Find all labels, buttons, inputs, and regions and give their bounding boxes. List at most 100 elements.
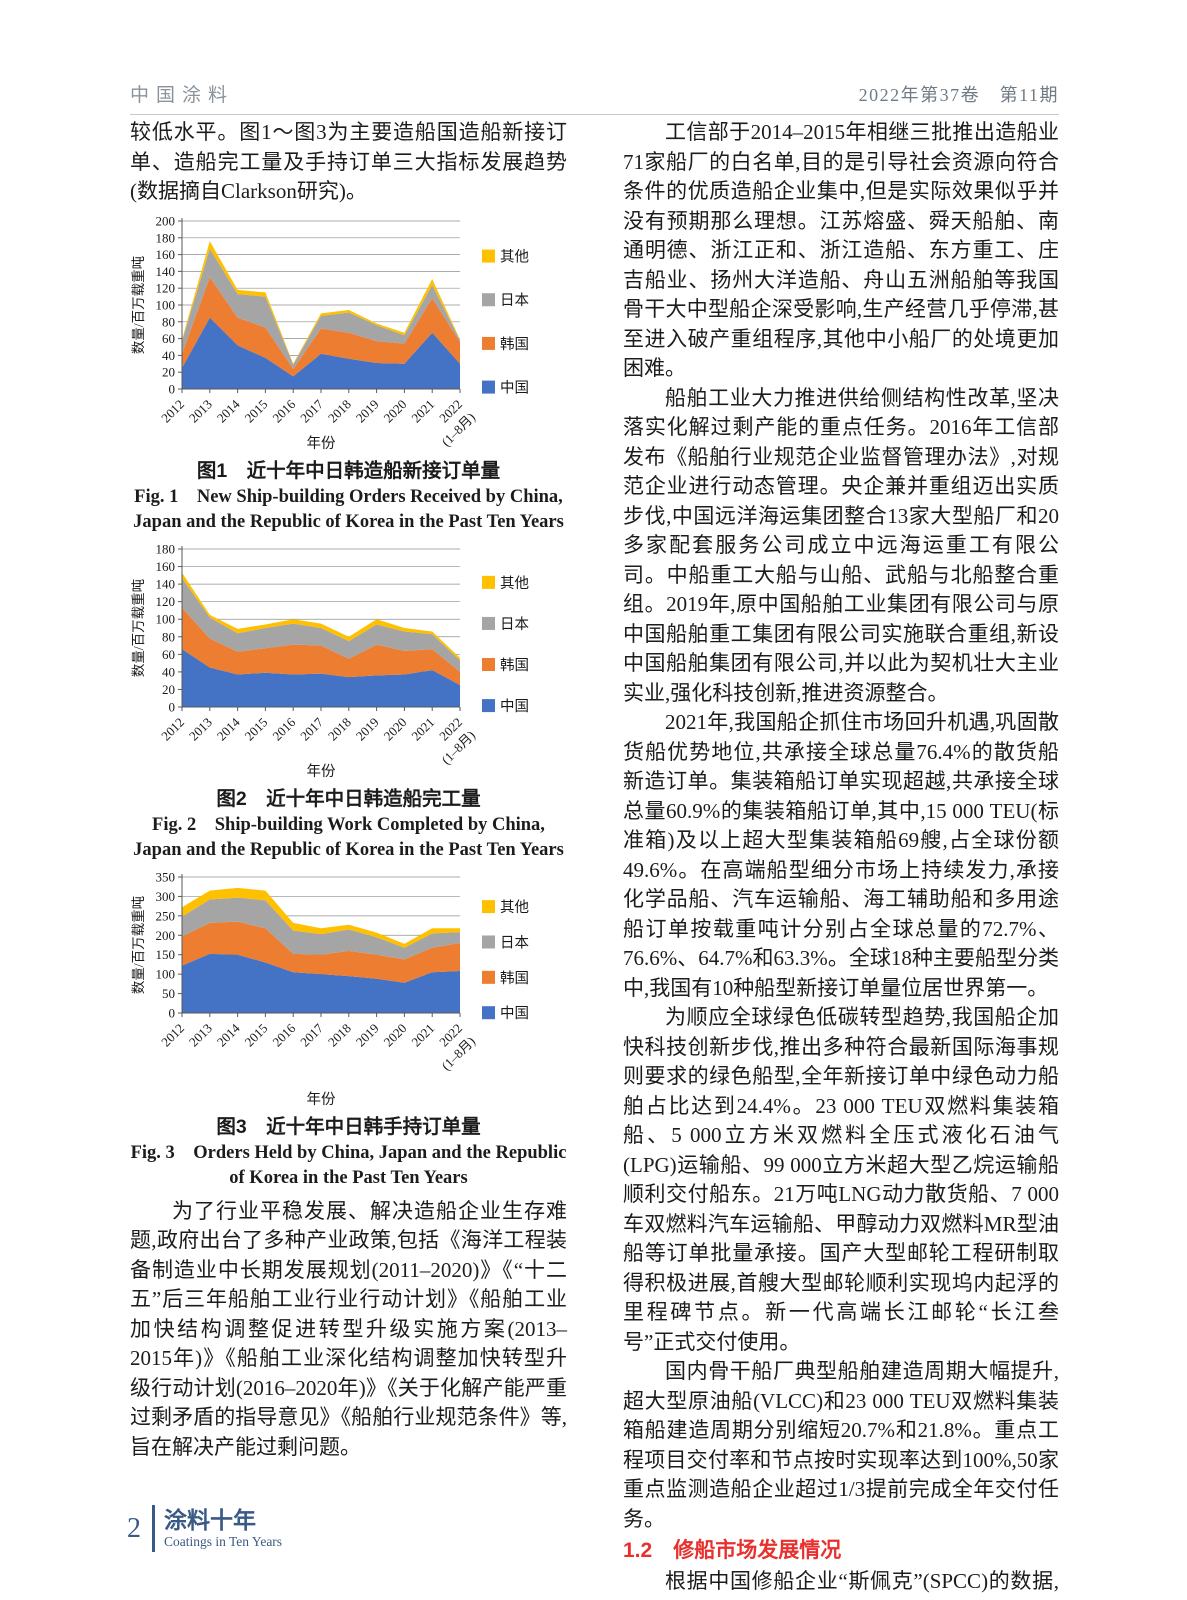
- svg-text:2017: 2017: [297, 714, 326, 743]
- svg-text:年份: 年份: [307, 763, 336, 780]
- svg-text:2021: 2021: [408, 396, 437, 425]
- body-paragraph: 工信部于2014–2015年相继三批推出造船业71家船厂的白名单,目的是引导社会…: [623, 120, 1059, 380]
- svg-text:250: 250: [156, 908, 176, 923]
- fig2-caption-en: Fig. 2 Ship-building Work Completed by C…: [133, 814, 564, 860]
- fig2-caption-zh: 图2 近十年中日韩造船完工量: [216, 787, 481, 810]
- svg-text:160: 160: [156, 559, 176, 574]
- svg-text:2013: 2013: [186, 396, 215, 425]
- svg-text:80: 80: [162, 629, 175, 644]
- body-paragraph: 根据中国修船企业“斯佩克”(SPCC)的数据,其成员单位完成的修船条数稳步增加,…: [623, 1569, 1059, 1600]
- svg-text:40: 40: [162, 347, 175, 362]
- body-paragraph: 2021年,我国船企抓住市场回升机遇,巩固散货船优势地位,共承接全球总量76.4…: [623, 710, 1059, 1000]
- svg-text:180: 180: [156, 230, 176, 245]
- journal-name: 中国涂料: [130, 85, 235, 106]
- svg-text:2012: 2012: [158, 1020, 187, 1049]
- svg-text:0: 0: [169, 699, 176, 714]
- svg-text:2018: 2018: [325, 1020, 354, 1049]
- svg-text:0: 0: [169, 381, 176, 396]
- svg-text:数量/百万载重吨: 数量/百万载重吨: [131, 578, 146, 676]
- fig1-stacked-area-chart: 0204060801001201401601802002012201320142…: [131, 215, 529, 452]
- svg-text:中国: 中国: [500, 379, 529, 396]
- svg-text:60: 60: [162, 646, 175, 661]
- svg-text:140: 140: [156, 576, 176, 591]
- svg-text:2016: 2016: [269, 714, 298, 743]
- body-paragraph: 国内骨干船厂典型船舶建造周期大幅提升,超大型原油船(VLCC)和23 000 T…: [623, 1359, 1059, 1531]
- svg-text:0: 0: [169, 1005, 176, 1020]
- two-column-body: 较低水平。图1～图3为主要造船国造船新接订单、造船完工量及手持订单三大指标发展趋…: [130, 118, 1059, 1600]
- svg-text:350: 350: [156, 871, 176, 885]
- svg-text:2019: 2019: [353, 714, 382, 743]
- svg-text:2021: 2021: [408, 1020, 437, 1049]
- svg-text:2018: 2018: [325, 396, 354, 425]
- fig1-caption-en: Fig. 1 New Ship-building Orders Received…: [133, 486, 564, 532]
- svg-text:2012: 2012: [158, 396, 187, 425]
- svg-text:2014: 2014: [214, 1020, 243, 1049]
- svg-text:20: 20: [162, 364, 175, 379]
- svg-text:120: 120: [156, 594, 176, 609]
- body-paragraph: 船舶工业大力推进供给侧结构性改革,坚决落实化解过剩产能的重点任务。2016年工信…: [623, 385, 1059, 705]
- svg-text:200: 200: [156, 215, 176, 229]
- section-heading-1-2: 1.2 修船市场发展情况: [623, 1539, 842, 1562]
- svg-text:180: 180: [156, 543, 176, 557]
- svg-text:2019: 2019: [353, 1020, 382, 1049]
- footer-divider-bar: [152, 1505, 155, 1552]
- svg-text:200: 200: [156, 927, 176, 942]
- svg-text:100: 100: [156, 611, 176, 626]
- svg-text:50: 50: [162, 986, 175, 1001]
- figure-2: 0 20 40 60 80 100 120 140 160 180 2012 2013 2014 2015…: [130, 543, 567, 863]
- svg-text:数量/百万载重吨: 数量/百万载重吨: [131, 895, 146, 993]
- fig3-stacked-area-chart: 0501001502002503003502012201320142015201…: [131, 871, 529, 1108]
- page-footer: 2 涂料十年 Coatings in Ten Years: [127, 1505, 282, 1552]
- svg-text:2013: 2013: [186, 714, 215, 743]
- fig2-stacked-area-chart: 0 20 40 60 80 100 120 140 160 180 2012201320142015…: [131, 543, 529, 780]
- svg-text:140: 140: [156, 263, 176, 278]
- intro-paragraph: 较低水平。图1～图3为主要造船国造船新接订单、造船完工量及手持订单三大指标发展趋…: [130, 120, 567, 203]
- issue-info: 2022年第37卷 第11期: [858, 85, 1059, 105]
- svg-text:2020: 2020: [381, 714, 410, 743]
- figure-3: 0 50 100 150 200 250 300 350 2012 2013 2014 2015 201…: [130, 871, 567, 1191]
- svg-text:日本: 日本: [500, 615, 529, 632]
- footer-brand-en: Coatings in Ten Years: [164, 1534, 283, 1549]
- svg-text:韩国: 韩国: [500, 657, 529, 674]
- svg-text:其他: 其他: [500, 899, 529, 916]
- svg-text:其他: 其他: [500, 248, 529, 265]
- footer-brand-zh: 涂料十年: [164, 1507, 256, 1533]
- fig1-caption-zh: 图1 近十年中日韩造船新接订单量: [196, 459, 501, 482]
- svg-text:40: 40: [162, 664, 175, 679]
- right-column: 工信部于2014–2015年相继三批推出造船业71家船厂的白名单,目的是引导社会…: [623, 118, 1059, 1600]
- svg-text:2014: 2014: [214, 714, 243, 743]
- svg-text:2015: 2015: [242, 396, 271, 425]
- svg-text:日本: 日本: [500, 292, 529, 309]
- svg-text:2018: 2018: [325, 714, 354, 743]
- svg-text:100: 100: [156, 966, 176, 981]
- figure-1: 0 20 40 60 80 100 120 140 160 180 200 2012 2013 2014 2…: [130, 215, 567, 535]
- svg-text:2013: 2013: [186, 1020, 215, 1049]
- svg-text:数量/百万载重吨: 数量/百万载重吨: [131, 255, 146, 353]
- svg-text:2020: 2020: [381, 396, 410, 425]
- svg-text:80: 80: [162, 314, 175, 329]
- svg-text:韩国: 韩国: [500, 335, 529, 352]
- policy-paragraph: 为了行业平稳发展、解决造船企业生存难题,政府出台了多种产业政策,包括《海洋工程装…: [130, 1198, 567, 1459]
- svg-text:日本: 日本: [500, 934, 529, 951]
- footer-brand: 涂料十年 Coatings in Ten Years: [164, 1507, 282, 1550]
- fig1-caption: 图1 近十年中日韩造船新接订单量 Fig. 1 New Ship-buildin…: [130, 458, 567, 535]
- svg-text:150: 150: [156, 947, 176, 962]
- svg-text:年份: 年份: [307, 1091, 336, 1108]
- left-column: 较低水平。图1～图3为主要造船国造船新接订单、造船完工量及手持订单三大指标发展趋…: [130, 118, 567, 1600]
- svg-text:2016: 2016: [269, 1020, 298, 1049]
- fig2-caption: 图2 近十年中日韩造船完工量 Fig. 2 Ship-building Work…: [130, 786, 567, 863]
- svg-text:2014: 2014: [214, 396, 243, 425]
- svg-text:其他: 其他: [500, 574, 529, 591]
- fig3-caption-en: Fig. 3 Orders Held by China, Japan and t…: [130, 1142, 567, 1188]
- svg-text:2021: 2021: [408, 714, 437, 743]
- svg-text:中国: 中国: [500, 698, 529, 715]
- svg-text:2012: 2012: [158, 714, 187, 743]
- body-paragraph: 为顺应全球绿色低碳转型趋势,我国船企加快科技创新步伐,推出多种符合最新国际海事规…: [623, 1005, 1059, 1354]
- svg-text:2017: 2017: [297, 396, 326, 425]
- page-header: 中国涂料 2022年第37卷 第11期: [130, 80, 1059, 115]
- svg-text:160: 160: [156, 247, 176, 262]
- svg-text:120: 120: [156, 280, 176, 295]
- svg-text:2020: 2020: [381, 1020, 410, 1049]
- svg-text:2015: 2015: [242, 1020, 271, 1049]
- svg-text:20: 20: [162, 681, 175, 696]
